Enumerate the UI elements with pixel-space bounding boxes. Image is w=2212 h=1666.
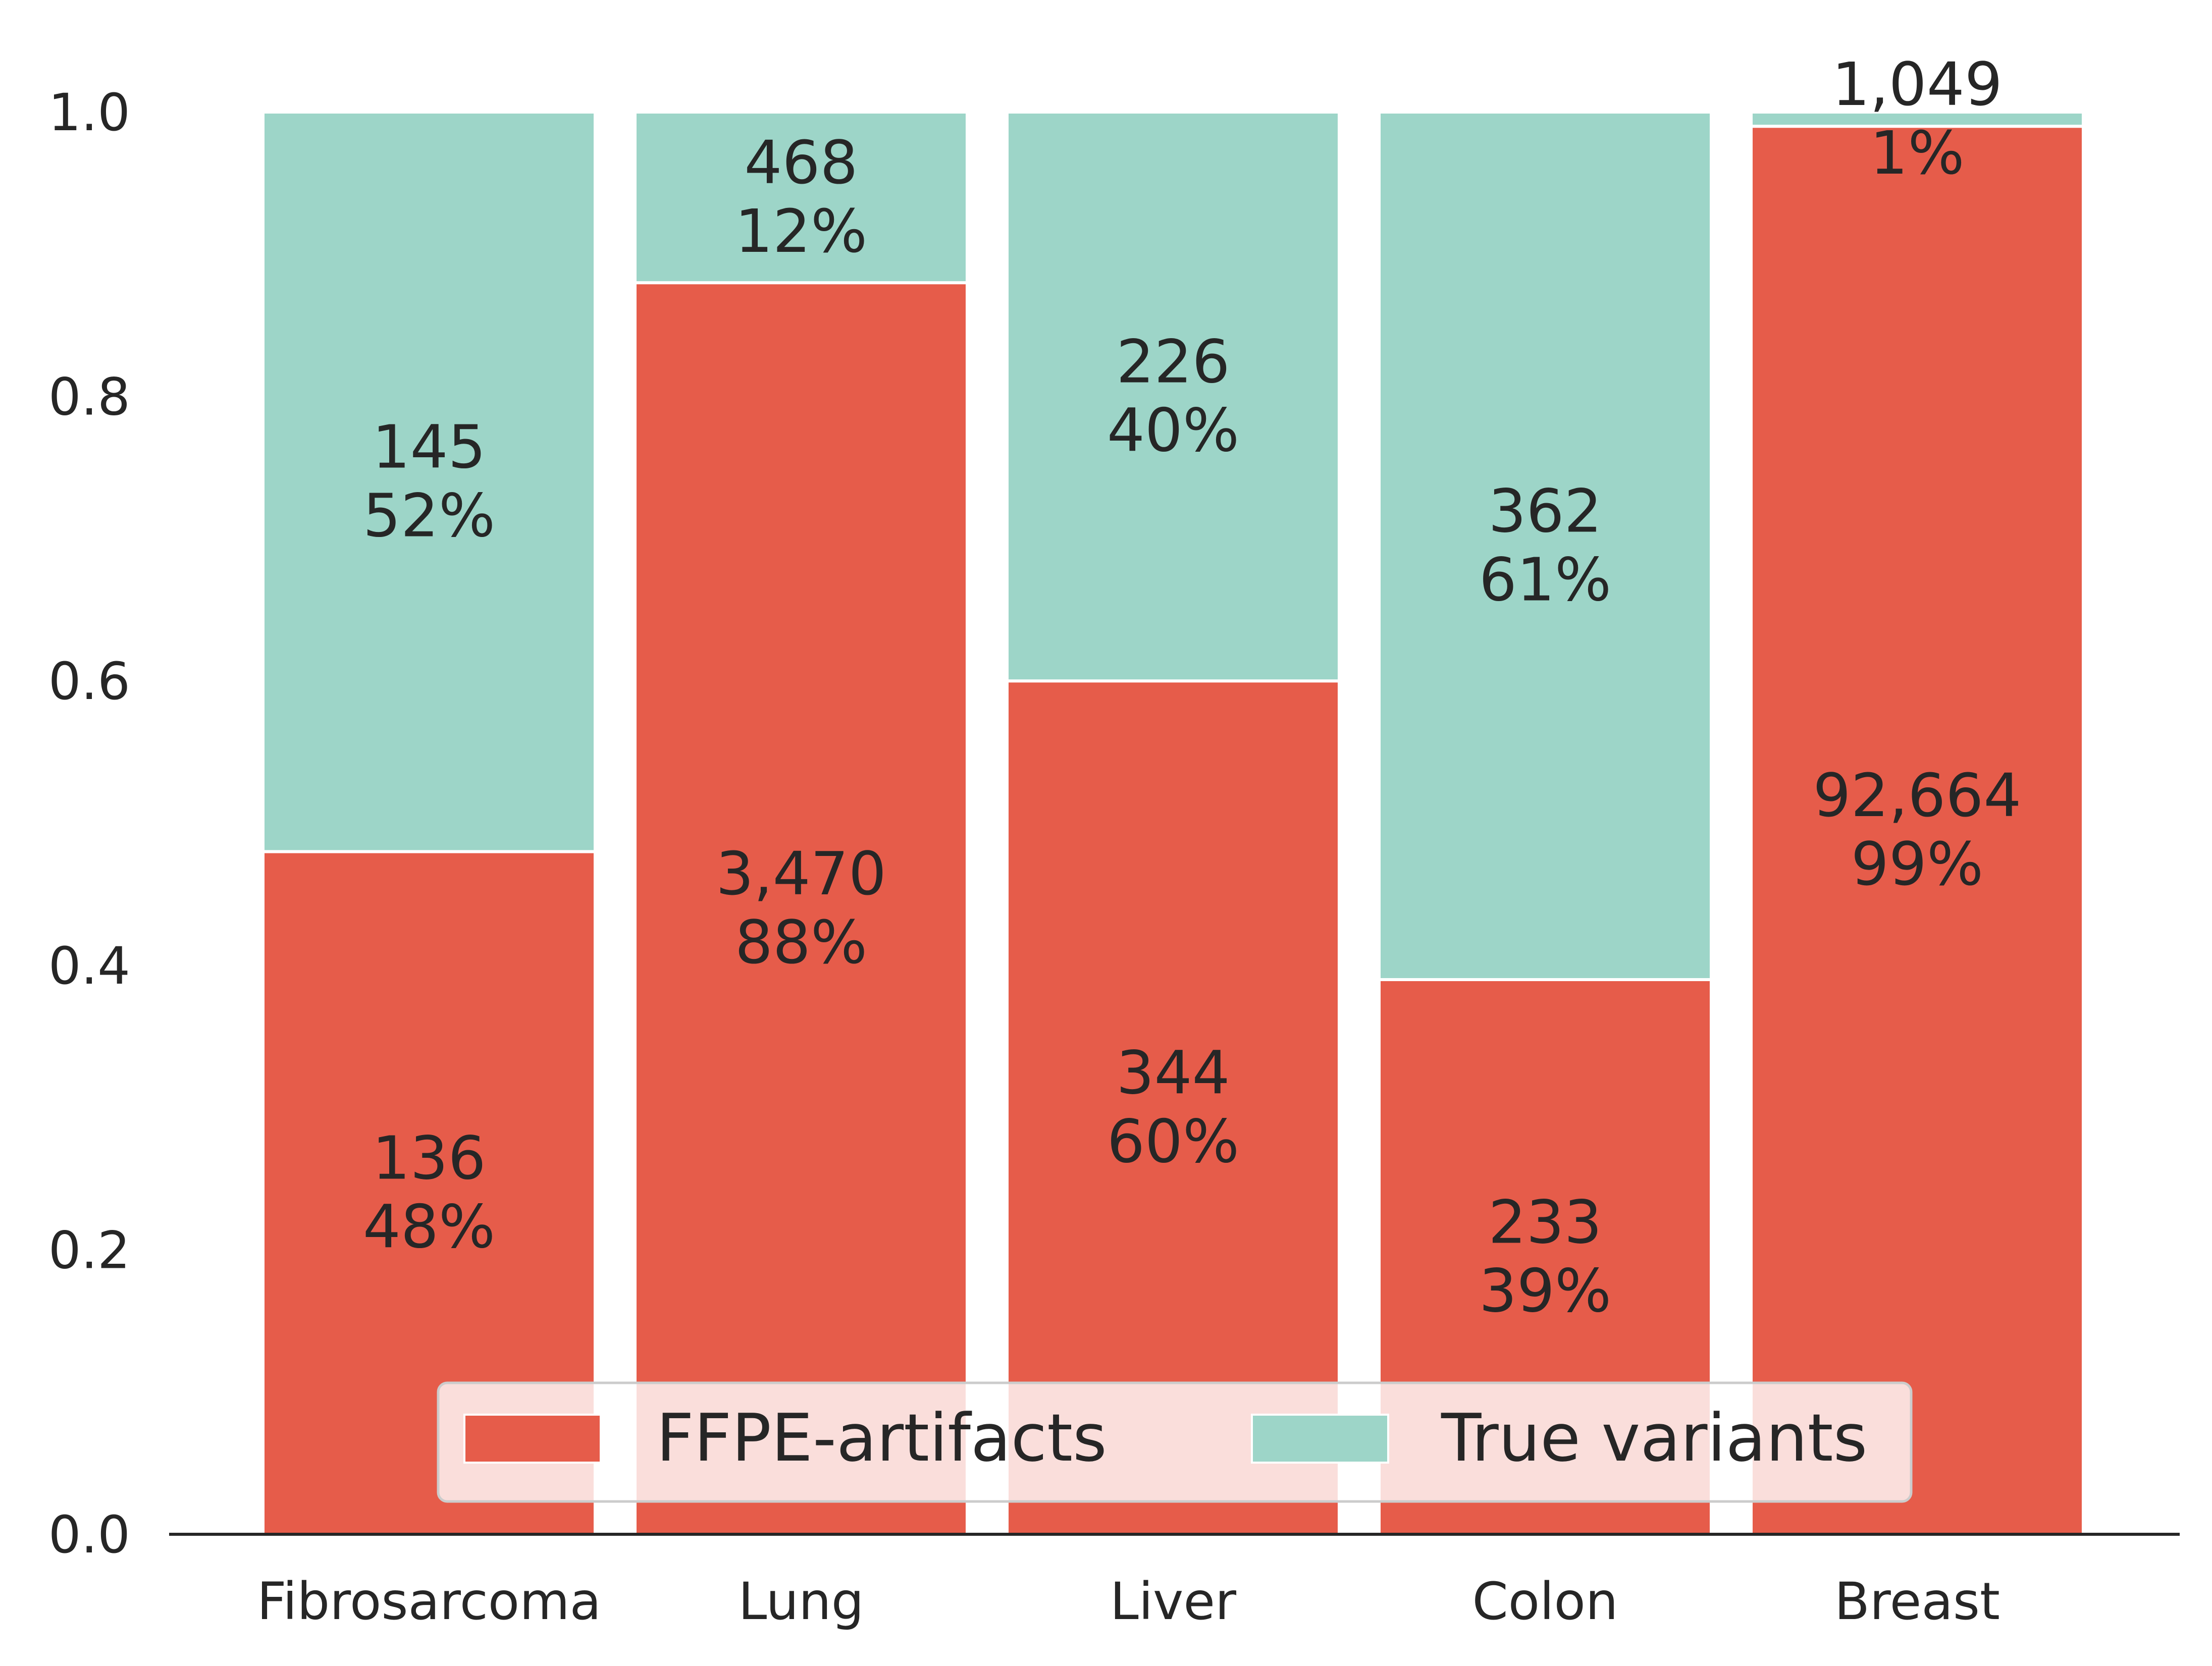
- data-label-count-true-variants-lung: 468: [744, 128, 858, 197]
- x-tick-label-colon: Colon: [1472, 1572, 1618, 1632]
- legend-box: [437, 1381, 1913, 1503]
- data-label-count-ffpe-artifacts-fibrosarcoma: 136: [372, 1123, 486, 1193]
- legend-swatch-true-variants: [1251, 1414, 1389, 1464]
- data-label-count-true-variants-liver: 226: [1116, 327, 1230, 397]
- legend-swatch-ffpe-artifacts: [463, 1414, 602, 1464]
- y-tick-label-0-2: 0.2: [48, 1220, 130, 1280]
- data-label-count-ffpe-artifacts-breast: 92,664: [1813, 761, 2022, 830]
- data-label-percent-ffpe-artifacts-lung: 88%: [735, 907, 867, 977]
- data-label-count-ffpe-artifacts-colon: 233: [1488, 1187, 1602, 1257]
- y-tick-label-0-0: 0.0: [48, 1505, 130, 1565]
- data-label-count-ffpe-artifacts-lung: 3,470: [716, 839, 886, 908]
- data-label-percent-true-variants-fibrosarcoma: 52%: [363, 481, 495, 551]
- y-tick-label-1-0: 1.0: [48, 83, 130, 143]
- bars-layer: [261, 111, 2085, 1536]
- data-label-percent-ffpe-artifacts-liver: 60%: [1107, 1107, 1239, 1176]
- data-label-count-true-variants-colon: 362: [1488, 476, 1602, 546]
- bar-true-variants-breast: [1750, 111, 2085, 128]
- legend-label-true-variants: True variants: [1441, 1400, 1867, 1476]
- data-label-count-ffpe-artifacts-liver: 344: [1116, 1038, 1230, 1108]
- data-label-percent-true-variants-colon: 61%: [1479, 545, 1611, 614]
- bar-true-variants-lung: [634, 111, 969, 285]
- x-tick-label-lung: Lung: [738, 1572, 864, 1632]
- data-label-percent-true-variants-breast: 1%: [1870, 118, 1964, 188]
- data-label-percent-true-variants-liver: 40%: [1107, 396, 1239, 465]
- data-label-count-true-variants-fibrosarcoma: 145: [372, 412, 486, 482]
- x-tick-label-breast: Breast: [1834, 1572, 2000, 1632]
- y-tick-label-0-8: 0.8: [48, 367, 130, 427]
- legend-label-ffpe-artifacts: FFPE-artifacts: [656, 1400, 1107, 1476]
- data-label-percent-ffpe-artifacts-colon: 39%: [1479, 1256, 1611, 1325]
- y-tick-labels: 0.0 0.2 0.4 0.6 0.8 1.0: [48, 83, 130, 1565]
- y-tick-label-0-6: 0.6: [48, 652, 130, 712]
- x-tick-label-fibrosarcoma: Fibrosarcoma: [257, 1572, 601, 1632]
- bar-true-variants-fibrosarcoma: [261, 111, 597, 853]
- data-label-count-true-variants-breast: 1,049: [1832, 49, 2003, 119]
- bar-true-variants-colon: [1378, 111, 1713, 981]
- y-tick-label-0-4: 0.4: [48, 936, 130, 996]
- x-tick-label-liver: Liver: [1110, 1572, 1236, 1632]
- data-label-percent-true-variants-lung: 12%: [735, 196, 867, 266]
- legend: FFPE-artifacts True variants: [437, 1381, 1913, 1503]
- bar-true-variants-liver: [1006, 111, 1341, 683]
- data-label-percent-ffpe-artifacts-breast: 99%: [1851, 829, 1983, 899]
- x-tick-labels: Fibrosarcoma Lung Liver Colon Breast: [257, 1572, 2000, 1632]
- data-label-percent-ffpe-artifacts-fibrosarcoma: 48%: [363, 1192, 495, 1262]
